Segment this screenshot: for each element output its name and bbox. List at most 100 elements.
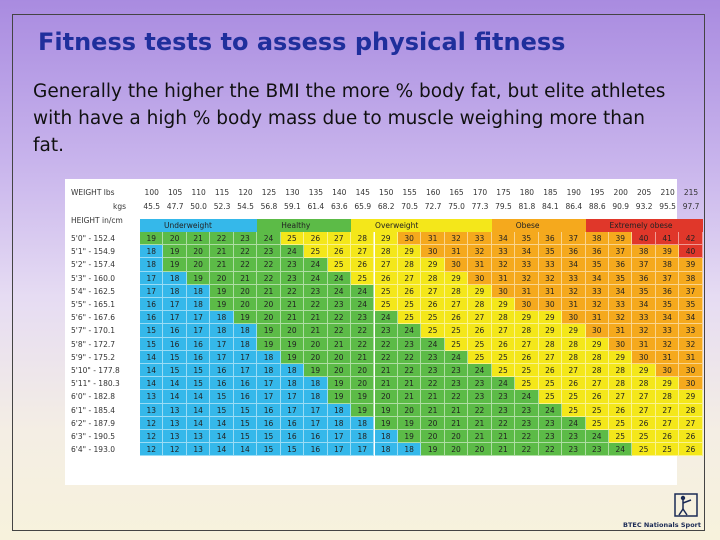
bmi-cell: 18: [327, 403, 352, 417]
bmi-cell: 29: [655, 377, 680, 391]
bmi-cell: 30: [679, 377, 703, 391]
bmi-cell: 30: [444, 258, 469, 272]
bmi-cell: 19: [374, 416, 398, 430]
bmi-cell: 36: [609, 258, 633, 272]
bmi-cell: 21: [491, 430, 516, 444]
bmi-cell: 28: [632, 377, 656, 391]
bmi-cell: 24: [468, 364, 492, 378]
bmi-cell: 35: [679, 298, 703, 312]
bmi-cell: 16: [210, 377, 234, 391]
height-label: 5'6" - 167.6: [71, 313, 116, 323]
bmi-cell: 36: [562, 245, 586, 259]
weight-kgs-tick: 77.3: [471, 202, 489, 211]
weight-lbs-tick: 175: [496, 188, 511, 197]
bmi-cell: 19: [351, 390, 375, 404]
bmi-cell: 21: [210, 245, 234, 259]
bmi-cell: 15: [233, 416, 258, 430]
bmi-cell: 16: [233, 377, 258, 391]
bmi-cell: 18: [351, 430, 375, 444]
bmi-cell: 30: [515, 298, 539, 312]
bmi-cell: 26: [585, 390, 609, 404]
bmi-cell: 21: [210, 258, 234, 272]
bmi-cell: 18: [257, 350, 281, 364]
bmi-cell: 26: [515, 350, 539, 364]
bmi-cell: 31: [444, 245, 469, 259]
bmi-cell: 34: [562, 258, 586, 272]
bmi-cell: 16: [163, 324, 187, 338]
bmi-cell: 15: [210, 390, 234, 404]
weight-label: WEIGHT lbs: [71, 188, 115, 197]
bmi-cell: 14: [163, 390, 187, 404]
weight-lbs-tick: 190: [566, 188, 581, 197]
bmi-cell: 28: [444, 284, 469, 298]
bmi-cell: 18: [186, 298, 211, 312]
bmi-cell: 25: [562, 403, 586, 417]
bmi-cell: 30: [655, 364, 680, 378]
bmi-cell: 21: [257, 284, 281, 298]
weight-lbs-tick: 210: [660, 188, 675, 197]
bmi-cell: 29: [538, 324, 563, 338]
weight-kgs-tick: 90.9: [612, 202, 630, 211]
bmi-cell: 29: [562, 324, 586, 338]
bmi-cell: 28: [351, 232, 375, 246]
weight-kgs-tick: 97.7: [682, 202, 700, 211]
bmi-cell: 25: [609, 430, 633, 444]
bmi-cell: 33: [468, 232, 492, 246]
bmi-cell: 28: [585, 350, 609, 364]
bmi-cell: 17: [351, 443, 375, 457]
bmi-cell: 27: [585, 377, 609, 391]
height-label: 5'7" - 170.1: [71, 326, 116, 336]
bmi-cell: 40: [679, 245, 703, 259]
bmi-cell: 28: [397, 258, 422, 272]
bmi-cell: 16: [140, 311, 164, 325]
bmi-cell: 18: [257, 364, 281, 378]
bmi-cell: 23: [491, 390, 516, 404]
bmi-cell: 14: [233, 443, 258, 457]
bmi-cell: 33: [538, 258, 563, 272]
bmi-cell: 21: [468, 416, 492, 430]
bmi-cell: 24: [538, 403, 563, 417]
bmi-cell: 30: [421, 245, 445, 259]
bmi-cell: 32: [562, 284, 586, 298]
bmi-cell: 33: [632, 311, 656, 325]
slide-title: Fitness tests to assess physical fitness: [38, 28, 566, 56]
bmi-cell: 18: [163, 284, 187, 298]
bmi-cell: 24: [351, 298, 375, 312]
bmi-cell: 24: [327, 271, 352, 285]
weight-kgs-tick: 88.6: [588, 202, 606, 211]
bmi-cell: 37: [609, 245, 633, 259]
bmi-cell: 34: [515, 245, 539, 259]
bmi-cell: 20: [468, 443, 492, 457]
bmi-cell: 16: [140, 298, 164, 312]
bmi-cell: 22: [351, 324, 375, 338]
bmi-cell: 21: [397, 390, 422, 404]
bmi-cell: 32: [468, 245, 492, 259]
weight-lbs-tick: 155: [402, 188, 417, 197]
bmi-cell: 26: [421, 298, 445, 312]
bmi-cell: 19: [163, 258, 187, 272]
bmi-cell: 18: [280, 377, 305, 391]
bmi-cell: 29: [679, 390, 703, 404]
bmi-cell: 16: [186, 337, 211, 351]
bmi-cell: 26: [397, 284, 422, 298]
bmi-cell: 22: [304, 298, 328, 312]
bmi-cell: 27: [632, 403, 656, 417]
bmi-cell: 22: [210, 232, 234, 246]
kgs-label: kgs: [113, 202, 127, 211]
bmi-cell: 23: [397, 337, 422, 351]
bmi-cell: 30: [538, 298, 563, 312]
bmi-cell: 23: [515, 403, 539, 417]
bmi-cell: 22: [257, 258, 281, 272]
bmi-cell: 19: [421, 443, 445, 457]
bmi-cell: 18: [140, 258, 164, 272]
bmi-cell: 20: [327, 350, 352, 364]
bmi-cell: 24: [421, 337, 445, 351]
bmi-cell: 17: [327, 430, 352, 444]
bmi-cell: 29: [515, 311, 539, 325]
weight-kgs-tick: 59.1: [284, 202, 301, 211]
bmi-cell: 28: [421, 271, 445, 285]
bmi-cell: 26: [351, 258, 375, 272]
bmi-cell: 27: [515, 337, 539, 351]
bmi-cell: 31: [538, 284, 563, 298]
bmi-cell: 22: [351, 337, 375, 351]
